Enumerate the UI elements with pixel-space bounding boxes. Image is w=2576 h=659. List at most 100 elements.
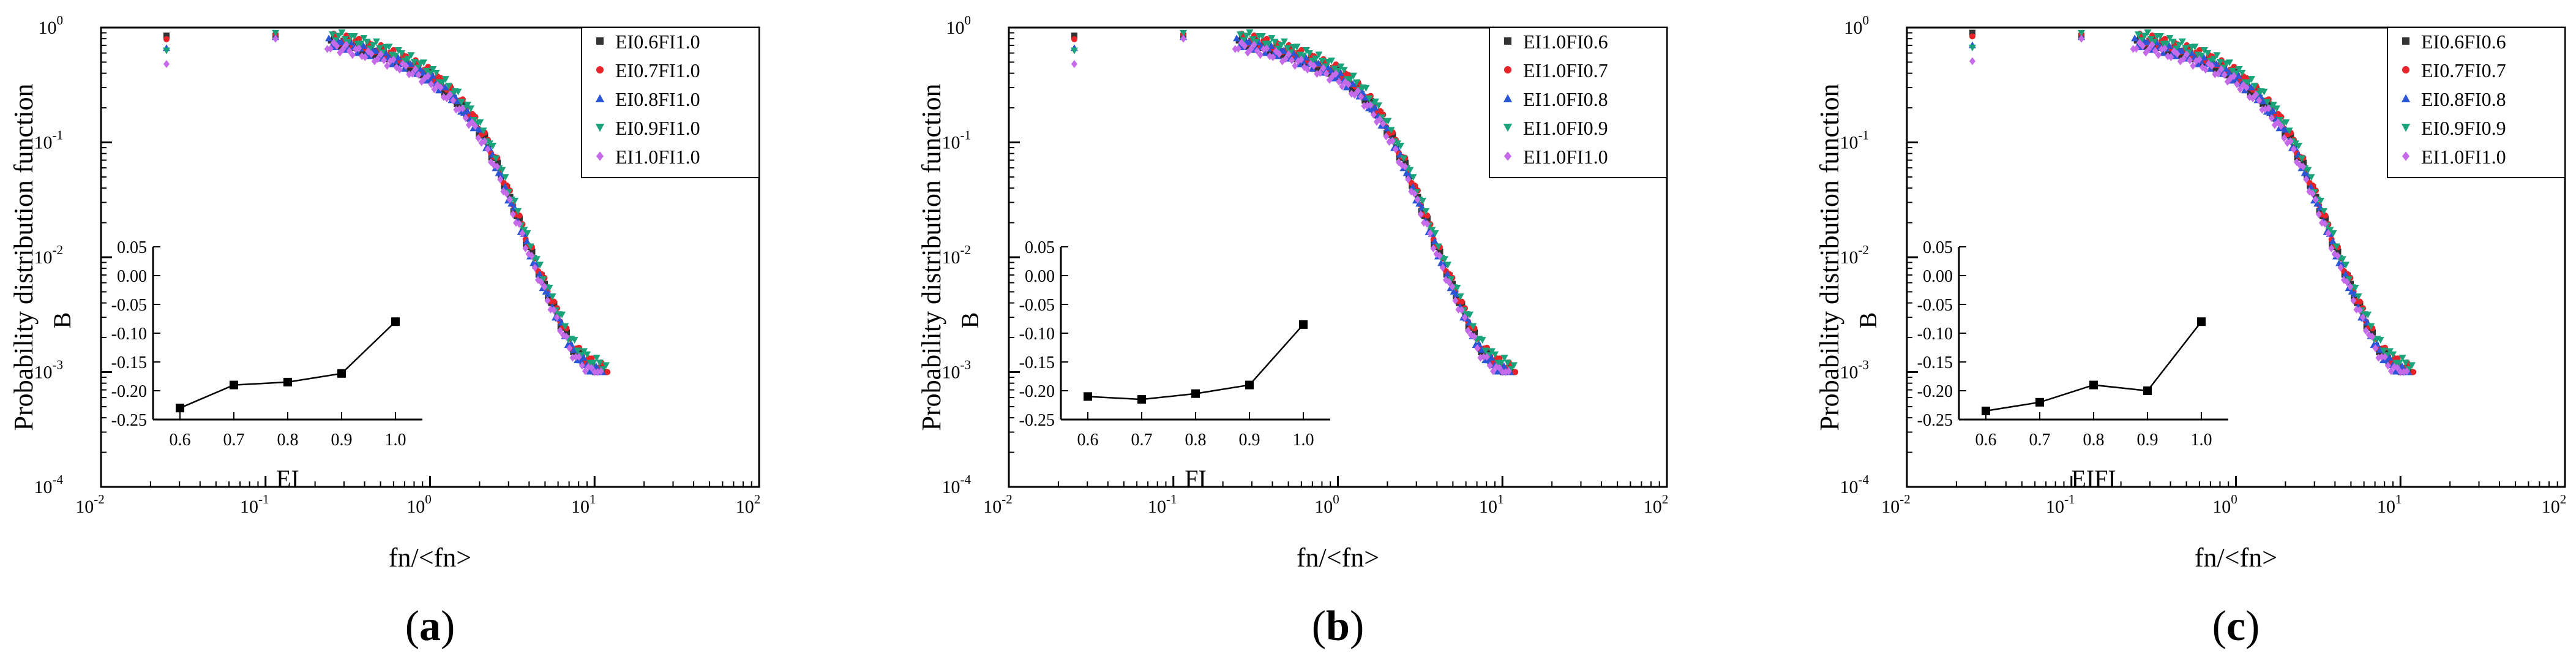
data-point bbox=[2216, 59, 2224, 66]
x-tick-label: 100 bbox=[2212, 492, 2237, 517]
inset-y-tick-label: 0.05 bbox=[1025, 238, 1055, 257]
y-tick-label: 10-1 bbox=[34, 128, 64, 153]
data-point bbox=[2362, 326, 2369, 335]
inset-plot: 0.05 0.00 -0.05 -0.10 -0.15 -0.20 -0.25 0.6 0.7 0… bbox=[48, 238, 422, 492]
inset-line bbox=[1985, 321, 2202, 412]
data-point bbox=[2285, 127, 2293, 135]
data-point bbox=[1070, 47, 1078, 55]
data-point bbox=[1334, 67, 1342, 75]
data-point bbox=[1349, 72, 1357, 80]
data-point bbox=[1367, 100, 1374, 109]
inset-y-tick-label: 0.05 bbox=[117, 238, 147, 257]
data-point bbox=[2370, 329, 2376, 336]
data-point bbox=[344, 39, 352, 46]
data-point bbox=[2389, 351, 2397, 358]
data-point bbox=[475, 134, 482, 143]
data-point bbox=[2386, 353, 2394, 361]
data-point bbox=[2225, 59, 2233, 67]
series-EI0.8FI0.8 bbox=[1968, 33, 2413, 375]
data-point bbox=[1270, 53, 1276, 61]
data-point bbox=[1358, 92, 1365, 101]
data-point bbox=[454, 88, 462, 96]
data-point bbox=[2269, 107, 2277, 114]
data-point bbox=[1390, 132, 1396, 139]
data-point bbox=[597, 367, 604, 375]
data-point bbox=[2218, 61, 2225, 67]
data-point bbox=[2312, 195, 2319, 204]
data-point bbox=[2162, 36, 2168, 42]
data-point bbox=[338, 29, 346, 37]
data-point bbox=[1345, 80, 1352, 89]
data-point bbox=[2367, 323, 2375, 330]
data-point bbox=[1384, 118, 1392, 125]
data-point bbox=[1180, 34, 1187, 43]
data-point bbox=[2315, 210, 2322, 219]
data-point bbox=[390, 47, 397, 53]
data-point bbox=[2300, 162, 2307, 171]
data-point bbox=[2347, 282, 2354, 291]
data-point bbox=[2196, 55, 2203, 64]
data-point bbox=[2350, 296, 2357, 305]
series-EI0.9FI1.0 bbox=[162, 29, 610, 373]
data-point bbox=[2135, 31, 2143, 39]
data-point bbox=[327, 44, 334, 53]
legend-marker bbox=[2401, 94, 2411, 102]
legend-label: EI1.0FI1.0 bbox=[1523, 146, 1608, 168]
data-point bbox=[1500, 355, 1508, 362]
data-point bbox=[2149, 40, 2155, 49]
data-point bbox=[1286, 50, 1292, 59]
data-point bbox=[2309, 189, 2316, 198]
inset-y-tick-label: -0.15 bbox=[111, 353, 147, 372]
data-point bbox=[2150, 39, 2158, 46]
x-tick-label: 102 bbox=[2542, 492, 2567, 517]
data-point bbox=[376, 45, 384, 52]
data-point bbox=[2325, 229, 2332, 238]
data-point bbox=[1271, 39, 1279, 46]
data-point bbox=[1333, 69, 1339, 78]
x-tick-label: 10-2 bbox=[983, 492, 1013, 517]
data-point bbox=[1458, 298, 1465, 305]
data-point bbox=[2395, 360, 2403, 367]
data-point bbox=[272, 29, 280, 37]
data-point bbox=[349, 51, 356, 59]
data-point bbox=[550, 306, 557, 314]
data-point bbox=[2398, 355, 2406, 362]
legend-marker bbox=[596, 66, 604, 73]
panel-c: 10-2 10-1 100 101 102 10-4 10-3 10-2 10-1 100 fn/<… bbox=[1814, 13, 2566, 650]
data-point bbox=[2265, 104, 2272, 113]
data-point bbox=[561, 323, 569, 330]
data-point bbox=[2290, 145, 2297, 154]
data-point bbox=[419, 69, 427, 76]
data-point bbox=[1434, 243, 1442, 250]
data-point bbox=[1349, 80, 1357, 87]
x-tick-label: 10-2 bbox=[75, 492, 105, 517]
data-point bbox=[400, 64, 408, 72]
data-point bbox=[2141, 32, 2149, 40]
data-point bbox=[2334, 252, 2341, 260]
data-point bbox=[2356, 306, 2363, 314]
inset-y-tick-label: -0.20 bbox=[111, 382, 147, 401]
data-point bbox=[2200, 53, 2208, 61]
data-point bbox=[391, 53, 399, 60]
data-point bbox=[1342, 83, 1350, 91]
data-point bbox=[550, 298, 557, 305]
data-point bbox=[2178, 38, 2186, 45]
data-point bbox=[1264, 42, 1270, 48]
data-point bbox=[1317, 69, 1324, 77]
data-point bbox=[1353, 79, 1361, 86]
data-point bbox=[1510, 362, 1518, 369]
data-point bbox=[1355, 82, 1361, 89]
data-point bbox=[1298, 55, 1305, 64]
data-point bbox=[485, 140, 493, 148]
data-point bbox=[2342, 270, 2349, 277]
legend-marker bbox=[1504, 151, 1511, 161]
data-point bbox=[2282, 119, 2290, 126]
data-point bbox=[359, 42, 367, 49]
data-point bbox=[2159, 49, 2167, 56]
data-point bbox=[2218, 65, 2225, 73]
data-point bbox=[2397, 368, 2404, 376]
series-EI0.8FI1.0 bbox=[162, 33, 607, 375]
data-point bbox=[1406, 167, 1414, 174]
data-point bbox=[1969, 29, 1975, 36]
data-point bbox=[463, 107, 471, 114]
